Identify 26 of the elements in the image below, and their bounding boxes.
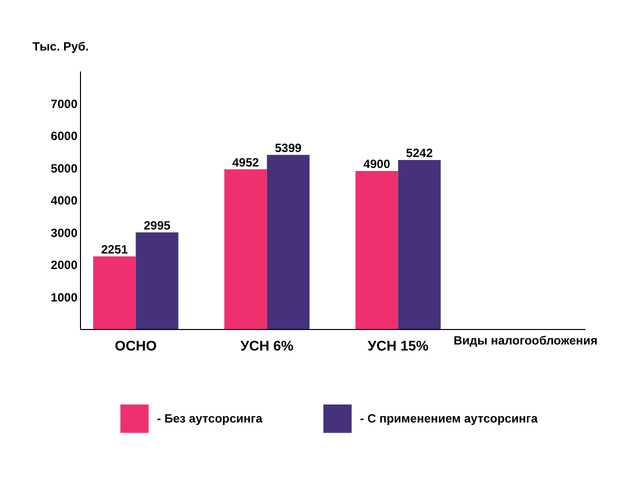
- y-axis-title: Тыс. Руб.: [32, 40, 89, 54]
- y-tick-label: 2000: [50, 258, 78, 272]
- data-label: 4900: [363, 156, 390, 171]
- legend-label: - Без аутсорсинга: [157, 412, 263, 426]
- x-axis-title: Виды налогообложения: [454, 334, 598, 348]
- y-tick-label: 1000: [50, 290, 78, 304]
- y-tick-label: 7000: [50, 96, 78, 111]
- bar: [93, 256, 136, 329]
- x-tick-label: ОСНО: [114, 338, 157, 354]
- bar: [355, 170, 398, 329]
- data-label: 5242: [406, 146, 434, 160]
- x-tick-label: УСН 6%: [240, 338, 294, 354]
- x-tick-label: УСН 15%: [368, 338, 430, 354]
- legend-label: - С применением аутсорсинга: [360, 412, 538, 426]
- data-label: 2995: [144, 218, 171, 232]
- bar: [136, 232, 178, 329]
- y-tick-label: 5000: [50, 161, 78, 176]
- y-tick-label: 4000: [50, 194, 78, 208]
- bar: [266, 154, 310, 329]
- data-label: 2251: [101, 242, 128, 256]
- data-label: 5399: [274, 140, 302, 155]
- bar: [398, 160, 441, 329]
- bar: [224, 169, 267, 329]
- y-tick-label: 6000: [50, 129, 78, 143]
- y-tick-label: 3000: [50, 226, 78, 240]
- data-label: 4952: [232, 155, 260, 170]
